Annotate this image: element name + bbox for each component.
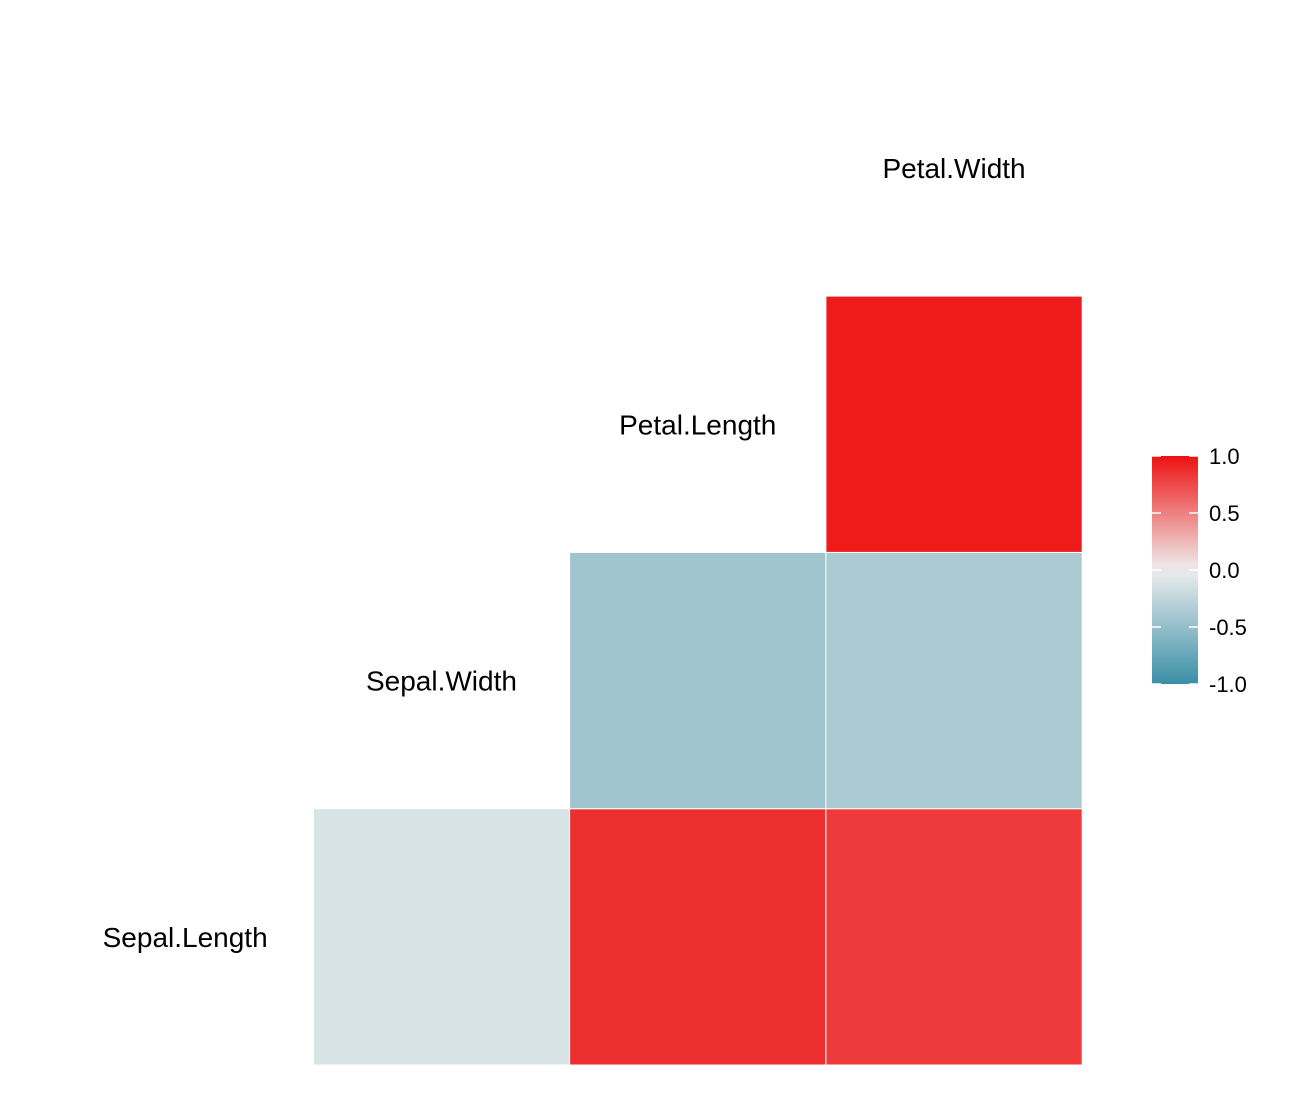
variable-labels: Sepal.Length Sepal.Width Petal.Length Petal… [103, 153, 1026, 953]
legend-tick-label: 0.5 [1209, 501, 1240, 526]
variable-label-sepal-length: Sepal.Length [103, 922, 268, 953]
variable-label-petal-length: Petal.Length [619, 409, 776, 440]
heatmap-cell-sepal-width-petal-length [569, 551, 827, 810]
variable-label-petal-width: Petal.Width [882, 153, 1025, 184]
legend-tick-label: 0.0 [1209, 558, 1240, 583]
heatmap-cell-sepal-length-petal-length [569, 808, 827, 1066]
heatmap-cells [312, 295, 1083, 1066]
color-legend: 1.0 0.5 0.0 -0.5 -1.0 [1152, 444, 1247, 697]
heatmap-cell-sepal-length-petal-width [825, 808, 1083, 1066]
heatmap-cell-sepal-length-sepal-width [312, 808, 571, 1066]
heatmap-cell-petal-length-petal-width [825, 295, 1083, 553]
heatmap-cell-sepal-width-petal-width [825, 551, 1083, 810]
legend-tick-label: -0.5 [1209, 615, 1247, 640]
variable-label-sepal-width: Sepal.Width [366, 666, 517, 697]
legend-ticks: 1.0 0.5 0.0 -0.5 -1.0 [1152, 444, 1247, 697]
legend-tick-label: 1.0 [1209, 444, 1240, 469]
legend-tick-label: -1.0 [1209, 672, 1247, 697]
